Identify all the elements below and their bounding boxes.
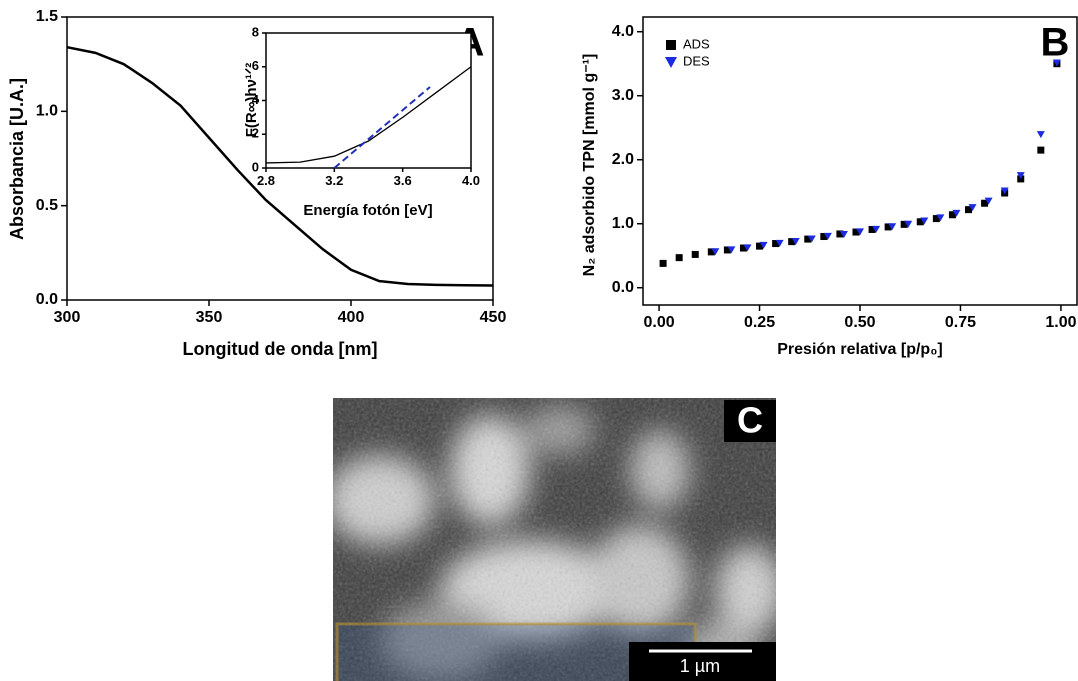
- sem-image: C 1 µm: [333, 398, 776, 681]
- point: [920, 217, 929, 225]
- legend-label: ADS: [683, 36, 710, 51]
- y-tick-label: 3.0: [612, 87, 634, 104]
- x-axis-label: Presión relativa [p/p₀]: [777, 341, 942, 358]
- point: [1000, 187, 1009, 195]
- inset-background: [266, 33, 471, 168]
- y-tick-label: 4: [252, 92, 260, 107]
- point: [948, 211, 956, 219]
- y-tick-label: 0.5: [36, 197, 58, 214]
- x-tick-label: 4.0: [462, 173, 480, 188]
- point: [723, 246, 731, 254]
- panel-label: B: [1041, 21, 1070, 65]
- x-tick-label: 400: [338, 309, 365, 326]
- point: [836, 230, 844, 238]
- panel-label: C: [737, 400, 763, 441]
- point: [727, 246, 736, 254]
- point: [659, 259, 667, 267]
- point: [884, 223, 892, 231]
- x-tick-label: 0.50: [844, 314, 875, 331]
- y-tick-label: 0: [252, 159, 259, 174]
- point: [691, 250, 699, 258]
- y-tick-label: 0.0: [612, 279, 634, 296]
- point: [856, 228, 864, 236]
- y-tick-label: 4.0: [612, 23, 634, 40]
- point: [981, 199, 989, 207]
- point: [868, 225, 876, 233]
- chart-panel: 2.8 3.2 3.6 4.0 0 2 4 6 8 Energía fotón [eV] F(R∞)…: [243, 24, 480, 219]
- legend-marker: [665, 57, 677, 68]
- scale-bar-label: 1 µm: [680, 656, 720, 676]
- x-tick-label: 1.00: [1045, 314, 1076, 331]
- y-axis-label: Absorbancia [U.A.]: [7, 78, 27, 240]
- point: [791, 238, 800, 245]
- point: [1037, 146, 1045, 154]
- label-box: [724, 400, 776, 442]
- y-tick-label: 1.0: [36, 103, 58, 120]
- point: [711, 248, 720, 256]
- x-tick-label: 0.25: [744, 314, 775, 331]
- point: [932, 215, 940, 223]
- point: [1052, 59, 1061, 67]
- point: [900, 220, 908, 228]
- plot-frame: [66, 16, 494, 301]
- legend-marker: [666, 40, 676, 50]
- point: [756, 242, 764, 250]
- chart-panel: 300 350 400 450 0.0 0.5 1.0 1.5 Longitud de onda…: [7, 8, 507, 359]
- point: [968, 204, 977, 212]
- y-tick-label: 2.0: [612, 151, 634, 168]
- point: [984, 197, 993, 205]
- point: [820, 233, 828, 241]
- x-tick-label: 3.6: [394, 173, 412, 188]
- point: [743, 244, 752, 252]
- x-tick-label: 0.75: [945, 314, 976, 331]
- point: [872, 225, 881, 233]
- point: [965, 206, 972, 214]
- line: [265, 66, 472, 164]
- y-tick-label: 8: [252, 24, 259, 39]
- point: [1036, 131, 1045, 139]
- point: [852, 228, 860, 236]
- y-tick-label: 1.0: [612, 215, 634, 232]
- scale-bar-box: [629, 642, 776, 681]
- line: [333, 86, 431, 169]
- point: [675, 254, 683, 262]
- x-axis-label: Longitud de onda [nm]: [183, 339, 378, 359]
- point: [788, 238, 796, 246]
- x-tick-label: 0.00: [644, 314, 675, 331]
- point: [807, 235, 816, 243]
- x-tick-label: 300: [54, 309, 81, 326]
- point: [904, 220, 913, 228]
- point: [759, 241, 768, 249]
- point: [952, 209, 961, 217]
- point: [916, 218, 924, 226]
- y-tick-label: 2: [252, 126, 259, 141]
- point: [804, 235, 812, 243]
- point: [707, 248, 715, 256]
- point: [1016, 172, 1025, 180]
- point: [888, 223, 897, 231]
- x-tick-label: 350: [196, 309, 223, 326]
- legend-label: DES: [683, 53, 710, 68]
- x-tick-label: 3.2: [325, 173, 343, 188]
- point: [775, 239, 784, 247]
- x-axis-label: Energía fotón [eV]: [303, 202, 432, 219]
- point: [839, 230, 848, 238]
- point: [823, 232, 832, 240]
- x-tick-label: 2.8: [257, 173, 275, 188]
- x-tick-label: 450: [480, 309, 507, 326]
- y-axis-label: N₂ adsorbido TPN [mmol g⁻¹]: [581, 54, 598, 277]
- point: [772, 240, 780, 248]
- y-tick-label: 6: [252, 58, 259, 73]
- point: [739, 244, 747, 252]
- y-axis-label: F(R∞)hν¹ᐟ²: [243, 63, 260, 138]
- chart-panel: 0.00 0.25 0.50 0.75 1.00 0.0 1.0 2.0 3.0 4.0 Presi…: [581, 16, 1078, 358]
- point: [936, 214, 945, 222]
- y-tick-label: 1.5: [36, 8, 58, 25]
- y-tick-label: 0.0: [36, 291, 58, 308]
- line: [66, 45, 494, 287]
